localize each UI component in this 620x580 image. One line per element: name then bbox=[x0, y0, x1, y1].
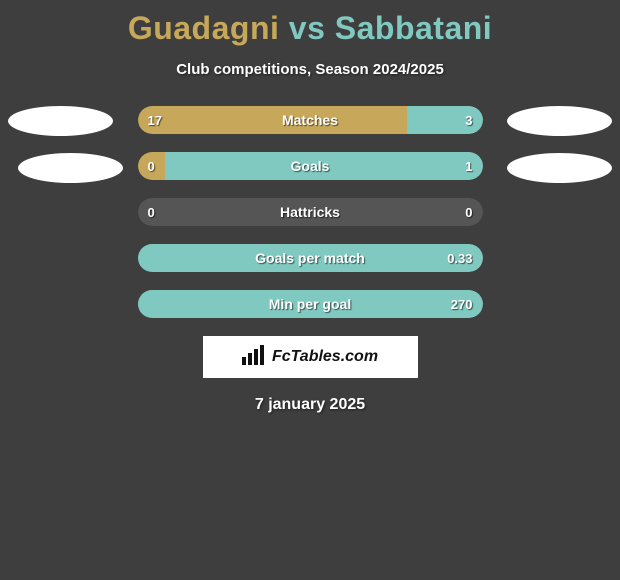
title-player1: Guadagni bbox=[128, 10, 280, 46]
avatar-left-1 bbox=[8, 106, 113, 136]
bar-right-fill bbox=[138, 290, 483, 318]
stat-row: 01Goals bbox=[138, 152, 483, 180]
title-vs: vs bbox=[289, 10, 326, 46]
bar-right-value: 0.33 bbox=[447, 244, 472, 272]
bar-right-value: 3 bbox=[465, 106, 472, 134]
title-player2: Sabbatani bbox=[335, 10, 492, 46]
bars-container: 173Matches01Goals00Hattricks0.33Goals pe… bbox=[138, 106, 483, 318]
bar-right-value: 1 bbox=[465, 152, 472, 180]
page-title: Guadagni vs Sabbatani bbox=[0, 0, 620, 47]
chart-area: 173Matches01Goals00Hattricks0.33Goals pe… bbox=[0, 106, 620, 318]
stat-row: 00Hattricks bbox=[138, 198, 483, 226]
bar-left-fill bbox=[138, 106, 407, 134]
date-text: 7 january 2025 bbox=[0, 396, 620, 414]
bar-right-fill bbox=[165, 152, 482, 180]
bar-right-value: 270 bbox=[451, 290, 473, 318]
bar-right-fill bbox=[138, 244, 483, 272]
bar-left-value: 0 bbox=[148, 198, 155, 226]
brand-box: FcTables.com bbox=[203, 336, 418, 378]
bar-left-value: 17 bbox=[148, 106, 162, 134]
stat-row: 270Min per goal bbox=[138, 290, 483, 318]
chart-bars-icon bbox=[242, 345, 266, 370]
avatar-left-2 bbox=[18, 153, 123, 183]
stat-row: 0.33Goals per match bbox=[138, 244, 483, 272]
subtitle: Club competitions, Season 2024/2025 bbox=[0, 61, 620, 78]
bar-left-value: 0 bbox=[148, 152, 155, 180]
brand-text: FcTables.com bbox=[272, 348, 378, 366]
bar-right-value: 0 bbox=[465, 198, 472, 226]
stat-row: 173Matches bbox=[138, 106, 483, 134]
bar-background bbox=[138, 198, 483, 226]
avatar-right-1 bbox=[507, 106, 612, 136]
avatar-right-2 bbox=[507, 153, 612, 183]
